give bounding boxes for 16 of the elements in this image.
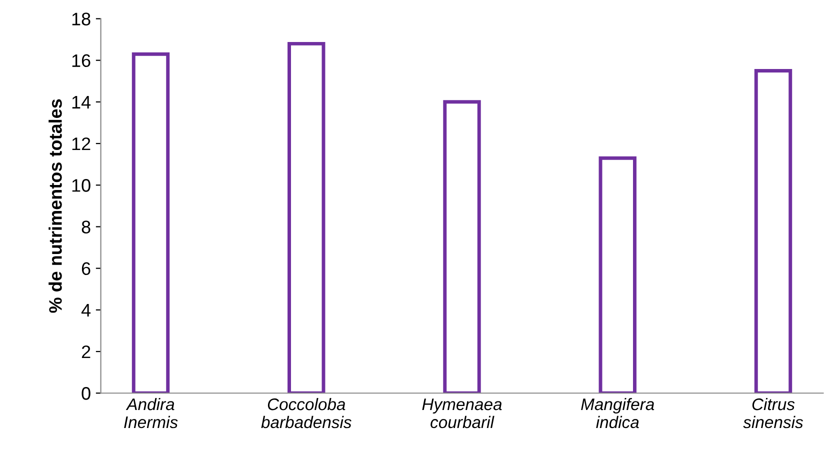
y-tick-label: 18 bbox=[72, 12, 90, 26]
x-tick-label: Citrus sinensis bbox=[743, 398, 804, 428]
y-tick-label: 6 bbox=[82, 262, 90, 276]
y-tick-label: 8 bbox=[82, 220, 90, 234]
x-tick-label: Coccoloba barbadensis bbox=[261, 398, 352, 428]
y-tick-label: 4 bbox=[81, 304, 91, 316]
y-tick-label: 10 bbox=[72, 179, 90, 192]
x-tick-label: Andira Inermis bbox=[124, 398, 178, 428]
y-axis-title: % de nutrimentos totales bbox=[48, 99, 62, 313]
x-tick-label: Hymenaea courbaril bbox=[422, 398, 502, 428]
y-tick-label: 2 bbox=[82, 345, 90, 358]
y-tick-label: 16 bbox=[72, 54, 90, 68]
y-tick-label: 12 bbox=[72, 137, 90, 150]
y-tick-label: 0 bbox=[82, 387, 90, 400]
x-tick-label: Mangifera indica bbox=[581, 398, 654, 428]
y-tick-label: 14 bbox=[72, 96, 91, 108]
